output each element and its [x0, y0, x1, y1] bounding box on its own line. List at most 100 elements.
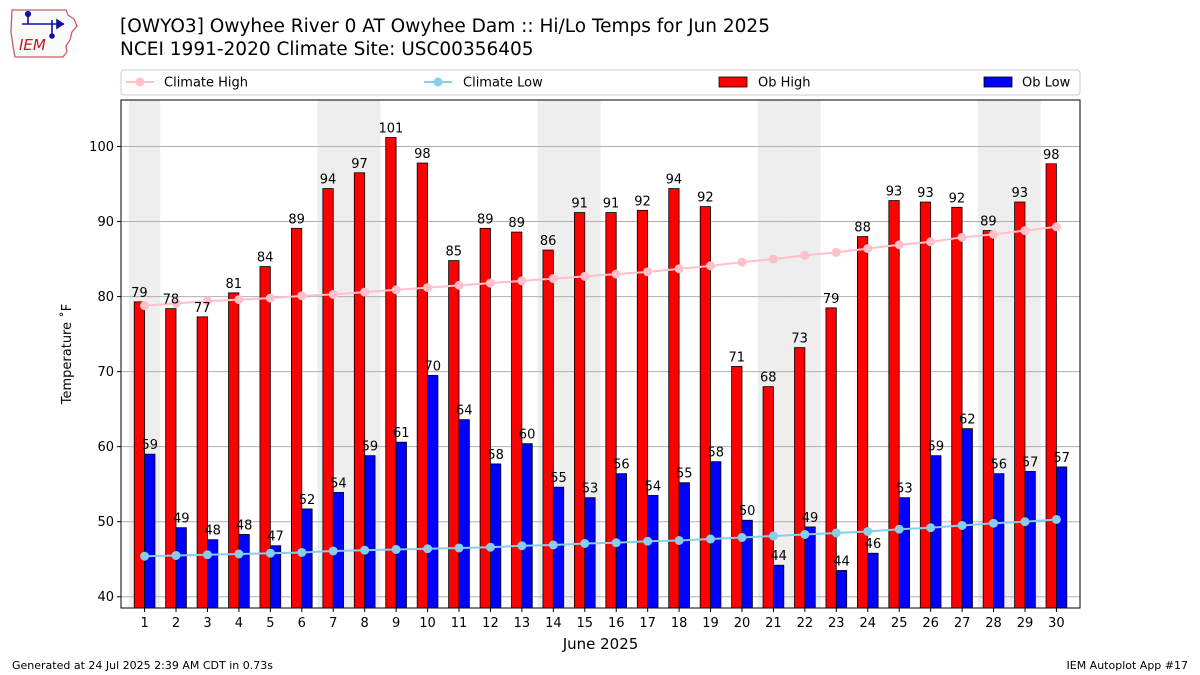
ob-high-label: 93: [1012, 186, 1029, 201]
climate-low-point: [328, 546, 338, 556]
ob-high-bar: [511, 231, 523, 609]
legend-box: [120, 69, 1081, 96]
climate-high-point: [800, 250, 810, 260]
climate-low-point: [768, 531, 778, 541]
climate-high-point: [863, 244, 873, 254]
climate-low-point: [391, 544, 401, 554]
ob-high-label: 101: [379, 122, 404, 137]
ob-low-bar: [993, 473, 1005, 609]
ob-low-bar: [207, 539, 219, 609]
ob-low-label: 48: [236, 518, 253, 533]
x-tick-label: 9: [392, 616, 400, 631]
generated-timestamp: Generated at 24 Jul 2025 2:39 AM CDT in …: [12, 659, 273, 672]
x-tick-label: 30: [1048, 616, 1065, 631]
ob-low-bar: [835, 570, 848, 609]
ob-high-label: 94: [666, 173, 683, 188]
ob-low-label: 57: [1022, 455, 1039, 470]
ob-high-label: 77: [194, 301, 211, 316]
ob-low-label: 58: [487, 448, 504, 463]
climate-high-point: [989, 229, 999, 239]
climate-low-point: [737, 532, 747, 542]
ob-low-bar: [175, 527, 187, 609]
climate-high-point: [360, 287, 370, 297]
climate-high-point: [485, 278, 495, 288]
ob-high-label: 92: [697, 191, 714, 206]
x-tick-label: 6: [298, 616, 306, 631]
climate-low-point: [202, 550, 212, 560]
ob-low-bar: [364, 455, 376, 609]
x-tick-label: 27: [954, 616, 971, 631]
climate-high-point: [706, 261, 716, 271]
ob-high-bar: [1014, 201, 1026, 609]
ob-low-bar: [521, 443, 533, 609]
ob-high-label: 79: [823, 292, 840, 307]
climate-high-point: [926, 237, 936, 247]
climate-low-point: [643, 536, 653, 546]
ob-low-bar: [427, 374, 439, 609]
ob-low-bar: [490, 463, 502, 609]
ob-high-bar: [228, 292, 240, 609]
climate-high-point: [328, 289, 338, 299]
ob-low-bar: [144, 453, 156, 609]
climate-low-point: [989, 518, 999, 528]
x-tick-label: 3: [203, 616, 211, 631]
ob-high-label: 92: [634, 194, 651, 209]
climate-low-point: [234, 549, 244, 559]
x-tick-label: 1: [140, 616, 148, 631]
chart-title: [OWYO3] Owyhee River 0 AT Owyhee Dam :: …: [120, 16, 770, 37]
climate-high-point: [391, 285, 401, 295]
x-tick-label: 15: [577, 616, 594, 631]
ob-high-bar: [668, 188, 680, 609]
climate-low-point: [454, 543, 464, 553]
logo-text: IEM: [19, 36, 46, 54]
climate-high-point: [611, 269, 621, 279]
climate-low-point: [894, 524, 904, 534]
ob-low-bar: [647, 495, 659, 609]
x-tick-label: 17: [639, 616, 656, 631]
ob-low-bar: [238, 534, 250, 609]
ob-high-label: 94: [320, 173, 337, 188]
ob-low-label: 55: [550, 471, 567, 486]
ob-high-bar: [856, 236, 869, 609]
ob-low-label: 49: [802, 511, 819, 526]
climate-low-point: [423, 544, 433, 554]
ob-low-label: 47: [267, 530, 284, 545]
climate-high-point: [140, 301, 150, 311]
ob-high-bar: [165, 308, 177, 609]
ob-low-label: 52: [299, 493, 316, 508]
climate-low-point: [360, 545, 370, 555]
climate-low-point: [863, 526, 873, 536]
x-tick-label: 2: [172, 616, 180, 631]
climate-high-point: [643, 267, 653, 277]
ob-high-bar: [888, 200, 900, 609]
ob-high-label: 91: [571, 197, 588, 212]
ob-high-bar: [574, 212, 586, 609]
climate-high-point: [265, 293, 275, 303]
climate-high-point: [1051, 222, 1061, 232]
ob-low-label: 59: [362, 440, 379, 455]
ob-high-bar: [542, 249, 554, 609]
climate-low-point: [674, 535, 684, 545]
climate-low-point: [1020, 517, 1030, 527]
ob-low-label: 64: [456, 404, 473, 419]
iem-logo: IEM: [10, 9, 78, 58]
legend-climate-low-label: Climate Low: [463, 76, 543, 91]
ob-high-label: 88: [854, 221, 871, 236]
y-tick-label: 80: [97, 290, 114, 305]
climate-high-point: [171, 298, 181, 308]
y-axis-label: Temperature ˚F: [59, 304, 75, 405]
ob-low-label: 70: [424, 359, 441, 374]
ob-low-bar: [898, 497, 910, 609]
x-tick-label: 14: [545, 616, 562, 631]
ob-low-label: 54: [645, 479, 662, 494]
ob-high-label: 79: [131, 286, 148, 301]
climate-high-point: [674, 264, 684, 274]
climate-low-point: [831, 528, 841, 538]
ob-low-label: 53: [896, 482, 913, 497]
ob-high-label: 86: [540, 234, 557, 249]
ob-high-bar: [951, 206, 963, 609]
ob-low-bar: [584, 497, 596, 609]
climate-low-point: [297, 547, 307, 557]
climate-high-point: [580, 271, 590, 281]
x-tick-label: 13: [514, 616, 531, 631]
